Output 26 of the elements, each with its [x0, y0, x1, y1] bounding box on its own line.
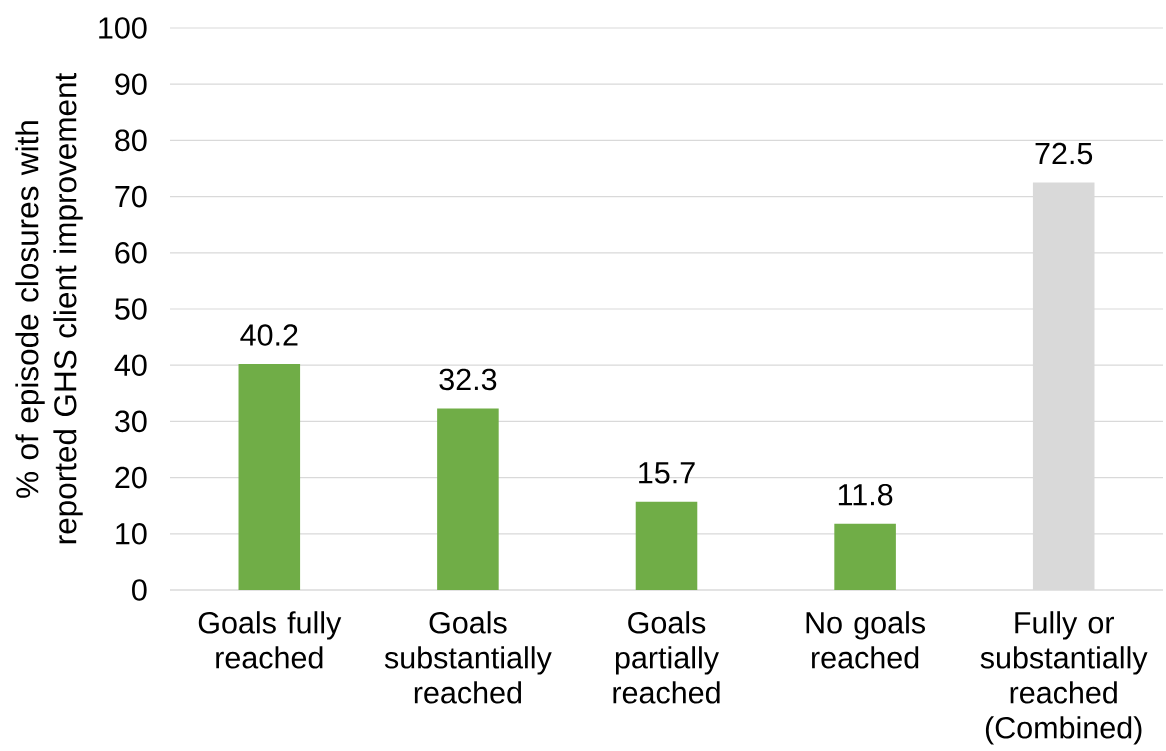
y-tick-label: 20 — [115, 466, 147, 489]
y-tick-label: 10 — [116, 522, 147, 545]
data-label: 11.8 — [838, 483, 893, 506]
data-label: 32.3 — [439, 368, 497, 391]
y-tick-label: 100 — [99, 17, 147, 39]
y-tick-label: 0 — [132, 579, 147, 601]
bar — [238, 364, 301, 590]
x-tick-label: Goals substantially reached — [384, 611, 552, 704]
y-tick-label: 90 — [115, 73, 147, 95]
y-tick-label: 70 — [115, 185, 147, 208]
x-tick-label: Fully or substantially reached (Combined) — [980, 611, 1148, 745]
x-tick-label: Goals partially reached — [613, 611, 720, 704]
y-tick-label: 40 — [114, 354, 147, 376]
y-tick-label: 80 — [115, 129, 147, 152]
data-label: 40.2 — [240, 324, 298, 346]
x-tick-label: Goals fully reached — [198, 611, 342, 669]
bar — [437, 408, 499, 590]
y-tick-label: 50 — [115, 298, 147, 320]
data-label: 72.5 — [1035, 142, 1093, 165]
y-axis-title: % of episode closures with reported GHS client improvement — [15, 72, 83, 544]
data-label: 15.7 — [639, 462, 695, 484]
y-tick-label: 30 — [115, 410, 147, 433]
bar — [834, 523, 896, 590]
y-tick-label: 60 — [115, 241, 147, 264]
bar — [635, 501, 698, 590]
x-tick-label: No goals reached — [806, 611, 925, 669]
